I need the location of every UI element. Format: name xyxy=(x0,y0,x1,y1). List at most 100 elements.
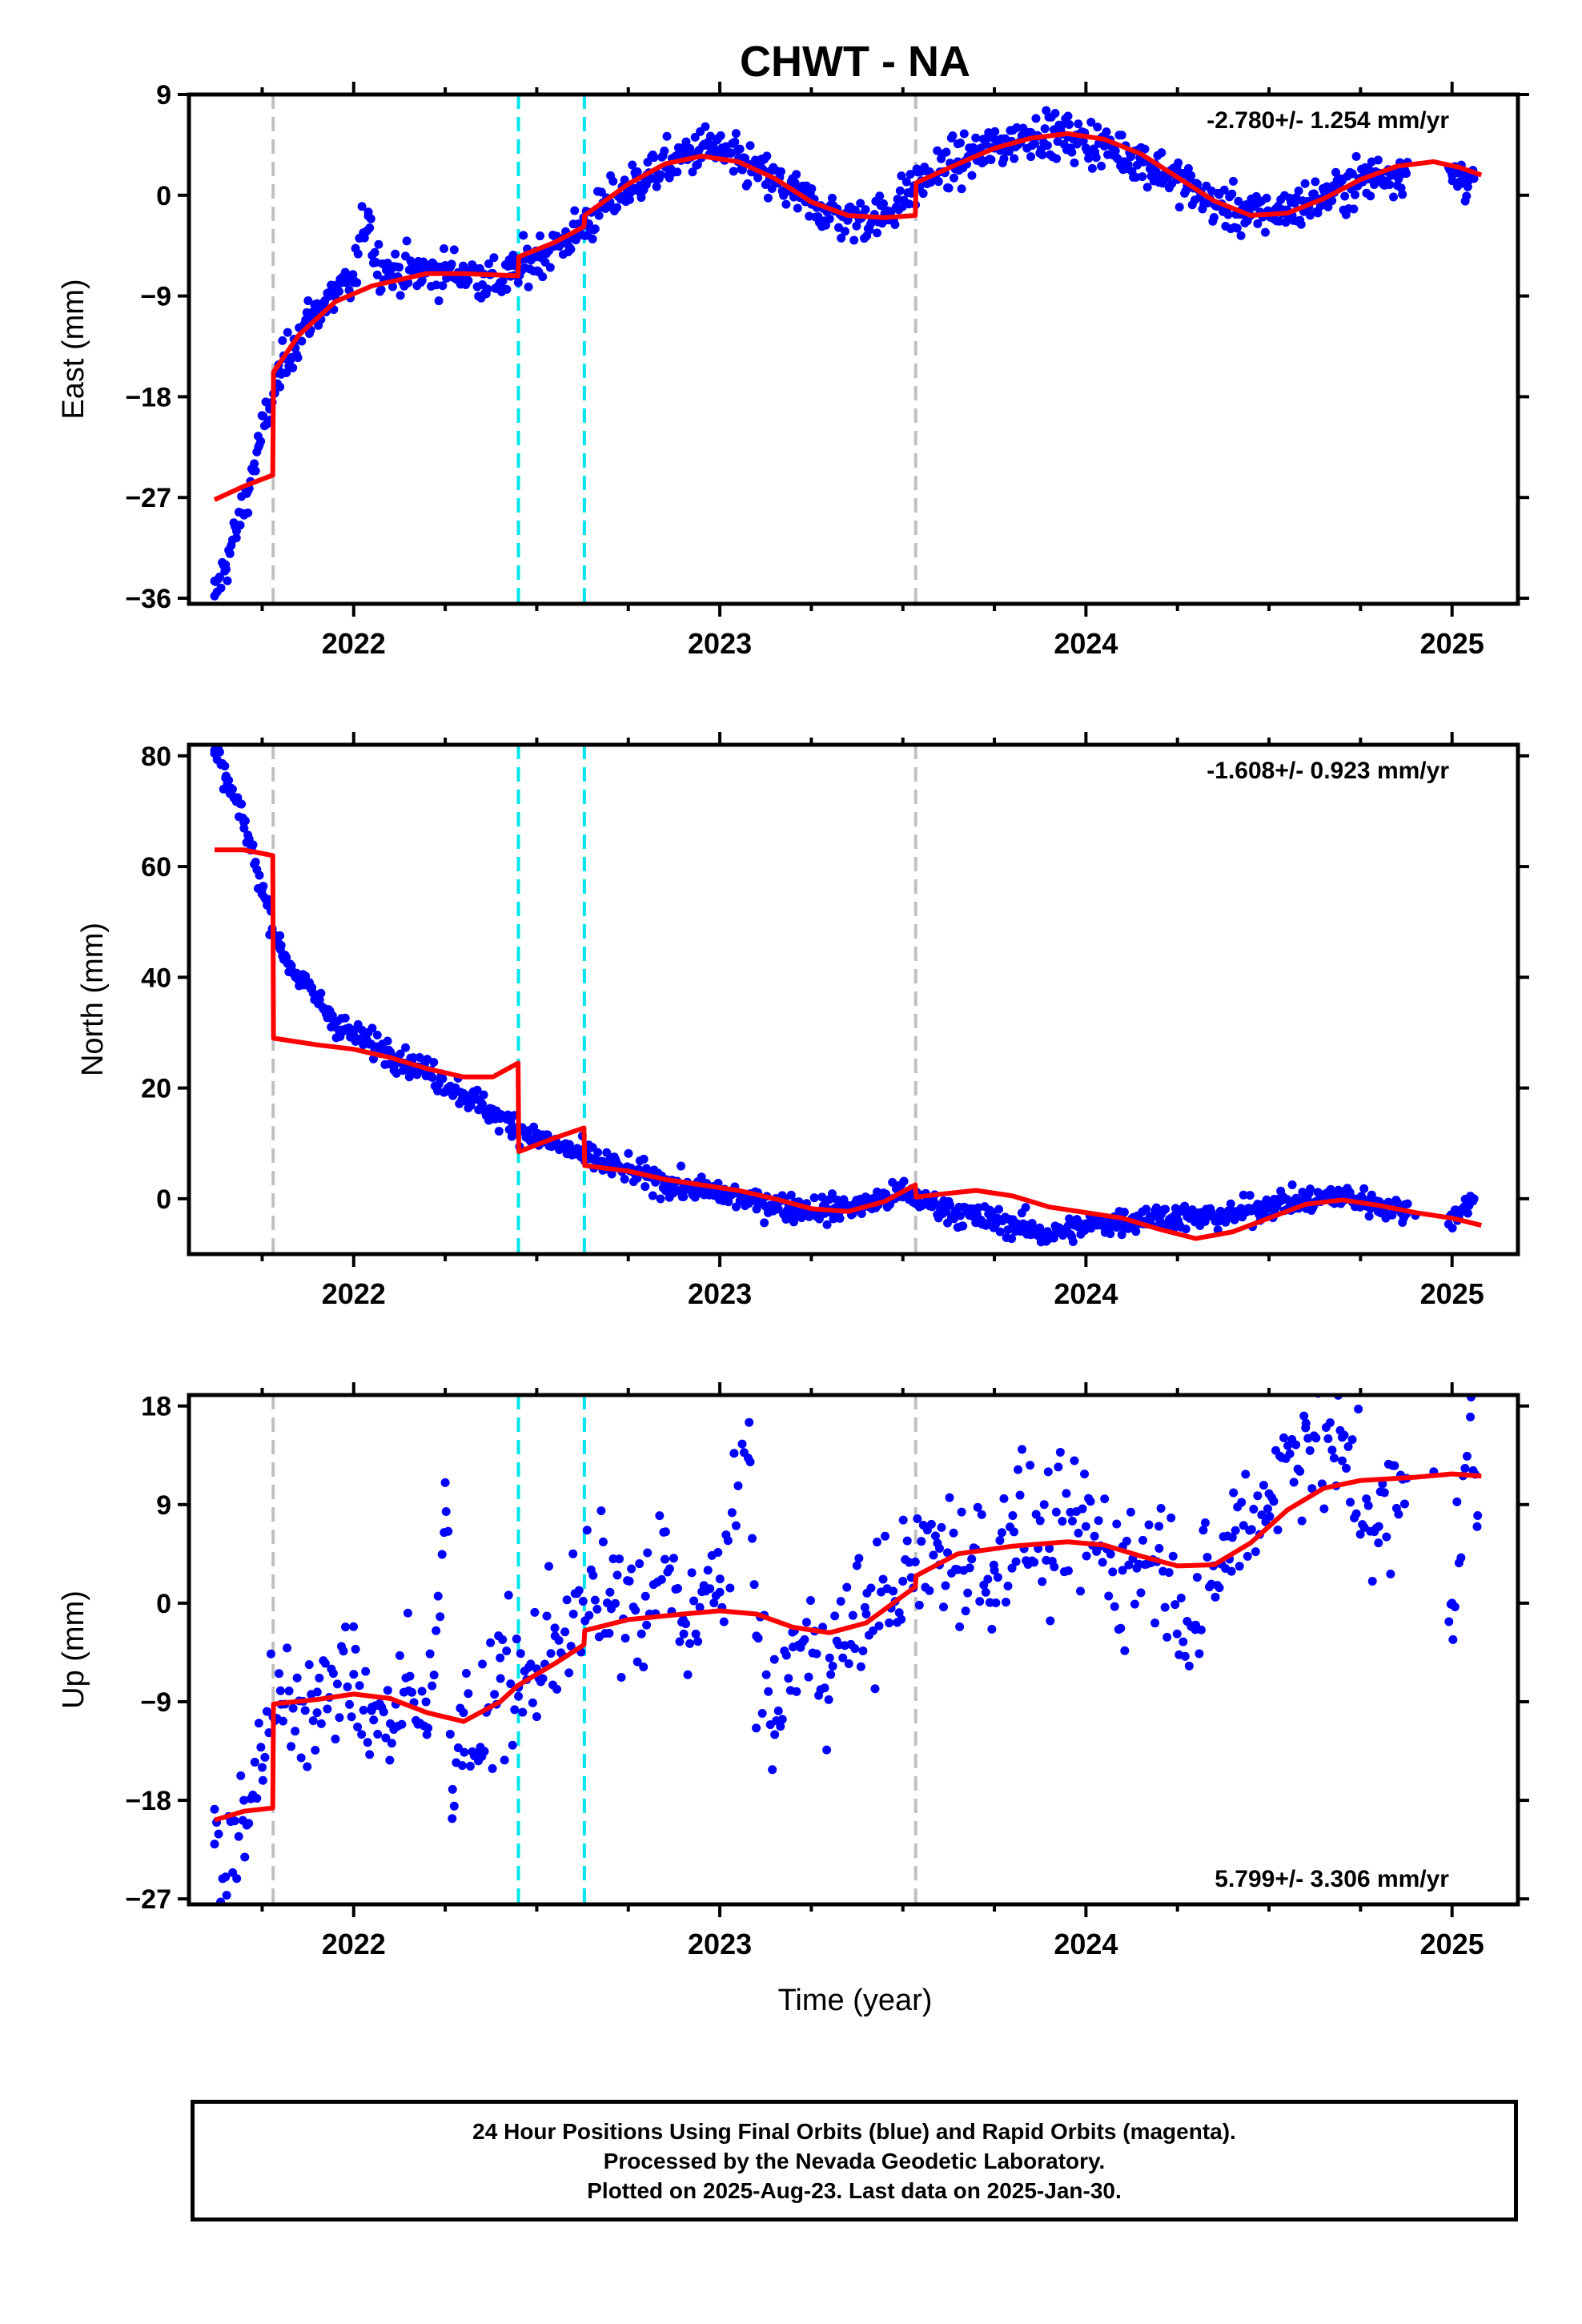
data-point xyxy=(655,1511,665,1521)
data-point xyxy=(999,154,1009,163)
data-point xyxy=(1472,1522,1482,1531)
data-point xyxy=(516,1649,525,1659)
data-point xyxy=(1236,231,1246,240)
data-point xyxy=(608,176,618,186)
data-point xyxy=(368,1054,378,1063)
data-point xyxy=(529,1122,539,1132)
data-point xyxy=(1038,1577,1047,1586)
data-point xyxy=(727,1508,737,1518)
data-point xyxy=(1007,1234,1017,1244)
x-axis-label: Time (year) xyxy=(778,1984,933,2017)
data-point xyxy=(1452,1497,1462,1506)
data-point xyxy=(840,227,849,236)
data-point xyxy=(1249,1505,1259,1514)
data-point xyxy=(1390,1461,1399,1470)
data-point xyxy=(1183,163,1193,173)
data-point xyxy=(1094,1516,1103,1526)
data-point xyxy=(716,131,725,140)
data-point xyxy=(1087,163,1097,173)
data-point xyxy=(1389,192,1399,202)
y-tick-label: −27 xyxy=(125,483,171,513)
data-point xyxy=(1231,1526,1240,1535)
data-point xyxy=(363,1738,372,1747)
data-point xyxy=(383,1686,392,1695)
data-point xyxy=(1460,170,1469,179)
data-point xyxy=(1347,169,1357,179)
data-point xyxy=(635,1559,644,1569)
data-point xyxy=(436,1612,445,1622)
data-point xyxy=(995,1536,1005,1546)
data-point xyxy=(624,1576,634,1586)
data-point xyxy=(1325,1418,1335,1428)
data-point xyxy=(673,1584,682,1594)
data-point xyxy=(1003,1582,1013,1591)
data-point xyxy=(656,170,665,179)
data-point xyxy=(861,205,870,215)
data-point xyxy=(459,1089,468,1099)
data-point xyxy=(1379,1488,1389,1498)
data-point xyxy=(781,1651,791,1660)
data-point xyxy=(1285,1449,1295,1458)
data-point xyxy=(1323,1433,1333,1443)
data-point xyxy=(590,1595,600,1605)
data-point xyxy=(636,1629,646,1638)
data-point xyxy=(562,1595,572,1605)
data-point xyxy=(1305,1445,1315,1455)
data-point xyxy=(812,1649,821,1659)
data-point xyxy=(948,131,958,140)
data-point xyxy=(528,1698,537,1707)
data-point xyxy=(438,281,448,291)
data-point xyxy=(949,1528,958,1538)
data-point xyxy=(902,1536,912,1546)
data-point xyxy=(1257,1510,1267,1520)
data-point xyxy=(357,202,367,211)
footer-line-3: Plotted on 2025-Aug-23. Last data on 202… xyxy=(587,2177,1122,2203)
data-point xyxy=(1008,1510,1018,1520)
data-point xyxy=(899,1176,909,1186)
data-point xyxy=(538,272,548,282)
data-point xyxy=(838,1653,848,1663)
frame-up xyxy=(187,1393,1520,1907)
data-point xyxy=(725,1583,735,1593)
data-point xyxy=(239,1795,249,1805)
data-point xyxy=(1172,1629,1182,1638)
data-point xyxy=(1373,155,1383,165)
data-point xyxy=(757,1708,767,1718)
data-point xyxy=(312,1687,322,1697)
x-tick-label: 2022 xyxy=(322,1928,386,1960)
data-point xyxy=(1469,1194,1479,1204)
data-point xyxy=(1015,1490,1025,1500)
data-point xyxy=(856,1662,865,1671)
data-point xyxy=(1078,1504,1087,1514)
data-point xyxy=(1319,1504,1329,1514)
data-point xyxy=(878,1574,888,1584)
data-point xyxy=(852,221,861,231)
data-point xyxy=(1030,1558,1039,1567)
data-point xyxy=(770,1730,780,1739)
data-point xyxy=(821,220,830,230)
data-point xyxy=(347,1712,356,1722)
data-point xyxy=(542,1611,552,1621)
data-point xyxy=(315,1673,324,1683)
data-point xyxy=(1050,1562,1059,1572)
data-point xyxy=(804,1672,813,1682)
data-point xyxy=(715,1587,725,1597)
data-point xyxy=(403,1608,412,1618)
data-point xyxy=(1259,1481,1268,1490)
data-point xyxy=(625,195,635,204)
data-point xyxy=(335,1713,344,1723)
data-point xyxy=(510,1705,520,1715)
y-tick-label: −36 xyxy=(125,584,171,614)
data-point xyxy=(1021,1203,1030,1212)
data-point xyxy=(809,1193,819,1203)
data-point xyxy=(441,1506,451,1516)
data-point xyxy=(1239,1190,1248,1200)
data-point xyxy=(789,1642,798,1652)
data-point xyxy=(1329,1454,1339,1463)
points-up xyxy=(210,1395,1483,1904)
y-tick-label: 9 xyxy=(156,80,171,111)
data-point xyxy=(379,1707,388,1717)
data-point xyxy=(648,1191,657,1200)
data-point xyxy=(1001,1598,1010,1607)
fit-line-east xyxy=(213,131,1483,502)
